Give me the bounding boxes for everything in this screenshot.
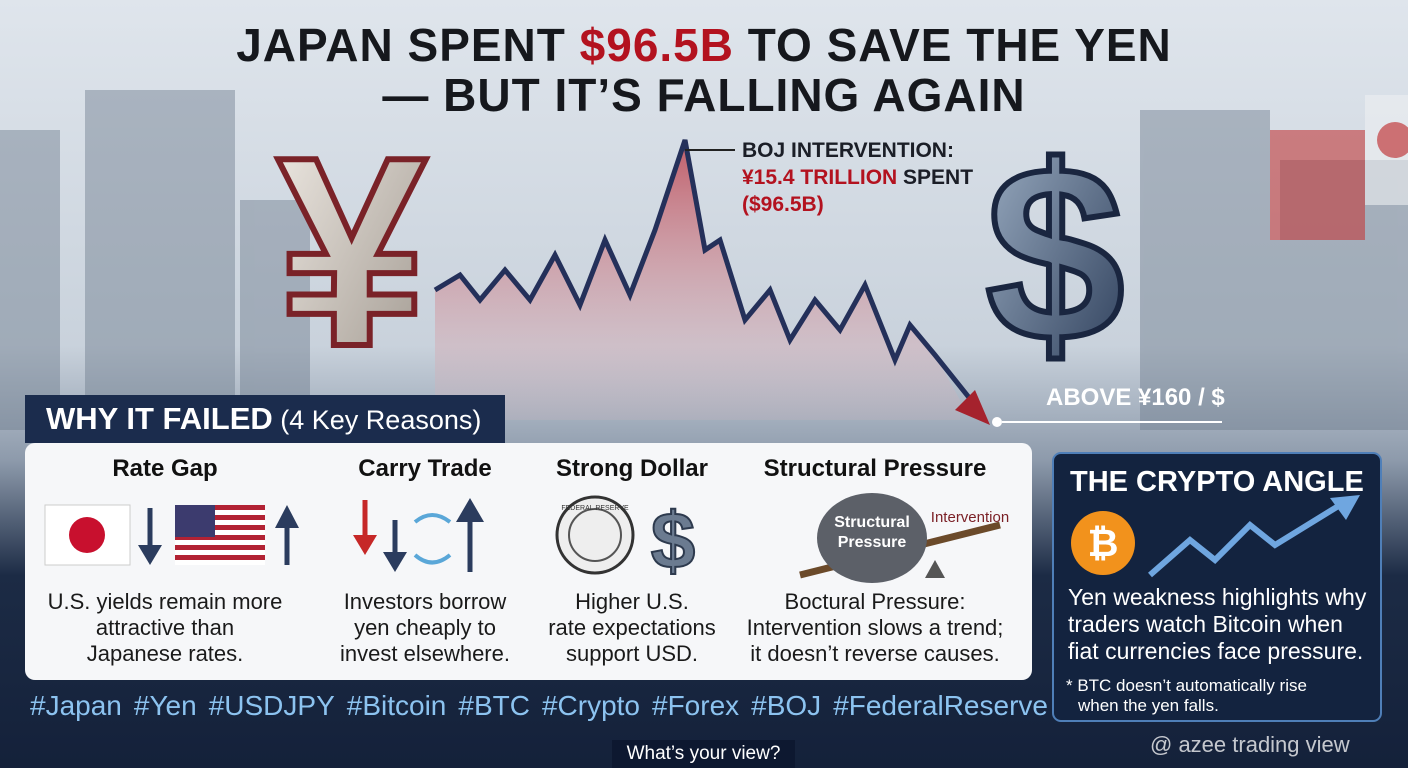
reason-line: Higher U.S. [575, 589, 689, 614]
reason-line: Boctural Pressure: [784, 589, 966, 614]
hashtag: #Forex [652, 690, 740, 721]
reason-text: Investors borrow yen cheaply to invest els… [295, 589, 555, 667]
section-subheading: (4 Key Reasons) [272, 405, 482, 435]
hashtag: #BOJ [751, 690, 822, 721]
crypto-line: fiat currencies face pressure. [1068, 638, 1364, 664]
title: JAPAN SPENT $96.5B TO SAVE THE YEN [0, 18, 1408, 72]
annotation-suffix: SPENT [897, 166, 974, 189]
level-dot [992, 417, 1002, 427]
reason-line: it doesn’t reverse causes. [750, 641, 1000, 666]
reason-title: Rate Gap [112, 455, 218, 482]
skyline [0, 90, 1408, 430]
reason-title: Carry Trade [358, 455, 492, 482]
reason-line: support USD. [565, 641, 699, 666]
fed-seal-ring [568, 508, 622, 562]
dollar-symbol: $ [985, 114, 1124, 393]
title-part: JAPAN SPENT [236, 19, 580, 71]
footer-tab [612, 740, 795, 768]
fed-seal-text: FEDERAL RESERVE [561, 505, 629, 512]
crypto-note-line: when the yen falls. [1078, 696, 1219, 715]
rock-label: Structural [834, 514, 910, 531]
reason-line: Investors borrow [343, 589, 507, 614]
title-highlight: $96.5B [579, 19, 734, 71]
bitcoin-coin [1071, 511, 1135, 575]
background-flags [1270, 95, 1408, 240]
reason-text: Higher U.S. rate expectations support USD. [512, 589, 752, 667]
hashtags: #Japan #Yen #USDJPY #Bitcoin #BTC #Crypto #For… [30, 690, 1060, 722]
crypto-panel [1052, 452, 1382, 722]
rock [817, 493, 927, 583]
cycle-arrows [413, 513, 452, 565]
annotation-amount: ¥15.4 TRILLION [742, 166, 898, 189]
annotation: BOJ INTERVENTION: ¥15.4 TRILLION SPENT (… [742, 137, 973, 218]
reason-line: U.S. yields remain more [47, 589, 283, 614]
crypto-note-line: * BTC doesn’t automatically rise [1066, 676, 1307, 695]
hashtag: #FederalReserve [833, 690, 1048, 721]
title-line2: — BUT IT’S FALLING AGAIN [382, 69, 1026, 121]
down-arrow-red-head [353, 535, 377, 555]
reason-line: Intervention slows a trend; [746, 615, 1004, 640]
annotation-usd: ($96.5B) [742, 193, 824, 216]
lever-label: Intervention [931, 509, 1009, 526]
reason-line: Japanese rates. [86, 641, 244, 666]
rock-label: Pressure [838, 534, 907, 551]
reason-text: U.S. yields remain more attractive than Ja… [10, 589, 320, 667]
crypto-trend [1148, 502, 1342, 578]
footer-prompt: What’s your view? [626, 743, 781, 764]
reason-line: rate expectations [548, 615, 716, 640]
reason-title: Structural Pressure [763, 455, 987, 482]
crypto-line: Yen weakness highlights why [1068, 584, 1367, 610]
trend-line [433, 139, 977, 407]
japan-flag-disc [69, 517, 105, 553]
reason-text: Boctural Pressure: Intervention slows a t… [710, 589, 1040, 667]
crypto-trend-arrow [1330, 495, 1360, 520]
section-header: WHY IT FAILED (4 Key Reasons) [46, 401, 481, 437]
reason-line: attractive than [95, 615, 235, 640]
hashtag: #Yen [133, 690, 197, 721]
hashtag: #Japan [30, 690, 122, 721]
bitcoin-symbol: ₿ [1088, 523, 1119, 565]
fulcrum [925, 560, 945, 578]
title-part: TO SAVE THE YEN [734, 19, 1172, 71]
section-heading: WHY IT FAILED [46, 401, 273, 436]
yen-symbol: ¥ [277, 102, 429, 403]
small-dollar: $ [651, 496, 696, 585]
reasons-panel [25, 443, 1032, 680]
reason-line: yen cheaply to [354, 615, 496, 640]
hashtag: #USDJPY [208, 690, 335, 721]
crypto-title: THE CRYPTO ANGLE [1070, 466, 1364, 498]
watermark: @ azee trading view [1150, 732, 1350, 757]
trend-area [435, 140, 960, 420]
us-flag [175, 505, 265, 565]
level-label: ABOVE ¥160 / $ [1046, 384, 1225, 411]
hashtag: #BTC [458, 690, 530, 721]
reason-title: Strong Dollar [555, 455, 708, 482]
hashtag: #Crypto [541, 690, 640, 721]
crypto-note: * BTC doesn’t automatically rise when th… [1066, 676, 1307, 716]
arrows [138, 498, 484, 572]
crypto-text: Yen weakness highlights why traders watc… [1068, 584, 1366, 665]
annotation-line: BOJ INTERVENTION: [742, 139, 954, 162]
trend-arrow [955, 390, 990, 425]
reason-line: invest elsewhere. [340, 641, 510, 666]
crypto-line: traders watch Bitcoin when [1068, 611, 1343, 637]
hashtag: #Bitcoin [346, 690, 447, 721]
section-header-bg [25, 395, 505, 443]
